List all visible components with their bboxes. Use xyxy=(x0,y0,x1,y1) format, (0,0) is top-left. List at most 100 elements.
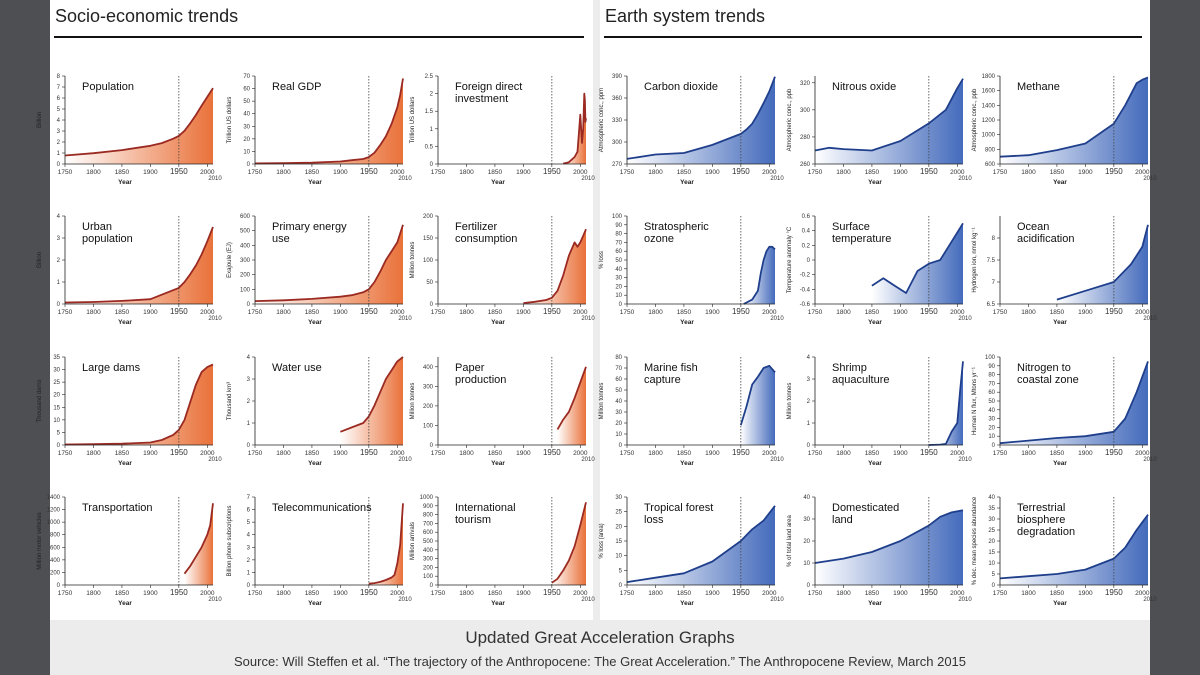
x-tick-label: 1850 xyxy=(677,309,692,316)
y-tick-label: 1000 xyxy=(982,133,996,139)
chart-title-line: temperature xyxy=(832,233,891,245)
chart-area-fill xyxy=(743,246,775,304)
x-tick-label: 1750 xyxy=(620,450,635,457)
y-tick-label: 0 xyxy=(57,443,61,449)
x-tick-label: 1750 xyxy=(993,450,1008,457)
chart-series-line xyxy=(1056,224,1149,301)
chart-17: -0.6 -0.4 -0.2 0 0.2 0.4 0.6 1750 1800 1850 1900 19… xyxy=(787,214,972,326)
y-tick-label: 4 xyxy=(57,214,61,220)
y-tick-label: 1 xyxy=(247,421,251,427)
y-tick-label: 20 xyxy=(615,524,622,530)
x-tick-label: 1850 xyxy=(1050,590,1065,597)
y-tick-label: 15 xyxy=(988,550,995,556)
chart-title-line: Population xyxy=(82,81,134,93)
y-axis-label: Temperature anomaly °C xyxy=(787,226,793,293)
x-axis-label: Year xyxy=(1053,179,1067,186)
x-tick-label: 1950 xyxy=(543,448,561,457)
y-tick-label: 40 xyxy=(803,495,810,501)
chart-title: Water use xyxy=(272,362,322,374)
x-tick-label: 1950 xyxy=(732,448,750,457)
y-tick-label: 4 xyxy=(247,355,251,361)
x-tick-label: 1900 xyxy=(893,169,908,176)
chart-series-line xyxy=(871,222,964,294)
x-tick-label: 1750 xyxy=(993,590,1008,597)
chart-series-line xyxy=(743,245,776,305)
x-axis-label: Year xyxy=(1053,600,1067,607)
y-axis-label: Million tonnes xyxy=(410,383,416,420)
x-tick-label: 1950 xyxy=(920,307,938,316)
chart-title: International tourism xyxy=(455,502,516,526)
x-tick-label: 1900 xyxy=(705,450,720,457)
x-tick-label: 1900 xyxy=(333,309,348,316)
y-tick-label: 800 xyxy=(985,147,996,153)
x-tick-label: 1750 xyxy=(620,590,635,597)
chart-title: Nitrogen to coastal zone xyxy=(1017,362,1079,386)
chart-area-fill xyxy=(1000,77,1148,164)
x-tick-label: 1850 xyxy=(1050,450,1065,457)
chart-21: 0 10 20 30 40 50 60 70 80 90 100 1750 1800 1850 1900 19… xyxy=(972,355,1157,467)
x-tick-label: 1900 xyxy=(143,169,158,176)
chart-16: 0 10 20 30 40 50 60 70 80 90 100 1750 1800 1850 1900 19… xyxy=(599,214,784,326)
chart-area-fill xyxy=(368,503,403,585)
y-tick-label: 0 xyxy=(247,583,251,589)
chart-title: Carbon dioxide xyxy=(644,81,718,93)
y-tick-label: 1600 xyxy=(982,89,996,95)
x-tick-label: 1850 xyxy=(115,590,130,597)
chart-9: 0 100 200 300 400 1750 1800 1850 1900 1950 2000201… xyxy=(410,357,595,467)
y-tick-label: 200 xyxy=(50,570,61,576)
y-tick-label: 7 xyxy=(57,85,61,91)
x-tick-label: 1950 xyxy=(543,588,561,597)
x-tick-label: 1800 xyxy=(836,169,851,176)
y-tick-label: 320 xyxy=(800,81,811,87)
y-tick-label: 390 xyxy=(612,74,623,80)
chart-title: Large dams xyxy=(82,362,141,374)
x-tick-label: 1900 xyxy=(893,309,908,316)
y-tick-label: 30 xyxy=(615,410,622,416)
y-tick-label: 40 xyxy=(988,408,995,414)
x-axis-label: Year xyxy=(118,600,132,607)
chart-area-fill xyxy=(184,503,213,585)
x-tick-label: 1900 xyxy=(1078,450,1093,457)
x-tick-label: 1800 xyxy=(836,450,851,457)
chart-area-fill xyxy=(1000,361,1148,445)
chart-series-line xyxy=(340,356,404,433)
x-tick-label: 1750 xyxy=(620,309,635,316)
chart-5: 0 100 200 300 400 500 600 1750 1800 1850 1900 1950 2… xyxy=(227,214,412,326)
x-tick-label: 2000 xyxy=(390,309,405,316)
x-tick-label: 1750 xyxy=(248,590,263,597)
y-tick-label: 80 xyxy=(988,373,995,379)
y-tick-label: 30 xyxy=(988,517,995,523)
x-tick-label: 1950 xyxy=(543,307,561,316)
x-tick-label: 1750 xyxy=(808,450,823,457)
y-axis-label: Atmospheric conc., ppb xyxy=(972,88,978,151)
x-tick-label: 1850 xyxy=(115,169,130,176)
x-tick-label: 1900 xyxy=(1078,590,1093,597)
chart-title-line: Nitrous oxide xyxy=(832,81,896,93)
y-tick-label: 330 xyxy=(612,118,623,124)
x-tick-label: 1800 xyxy=(1021,169,1036,176)
chart-series-line xyxy=(562,92,587,165)
y-tick-label: 7 xyxy=(992,280,996,286)
chart-title-line: International xyxy=(455,502,516,514)
y-tick-label: 25 xyxy=(615,510,622,516)
y-tick-label: 50 xyxy=(615,258,622,264)
y-tick-label: 60 xyxy=(243,87,250,93)
chart-area-fill xyxy=(1056,224,1148,304)
y-axis-label: Trillion US dollars xyxy=(227,97,233,144)
y-axis-label: Million arrivals xyxy=(410,522,416,560)
x-axis-label: Year xyxy=(491,600,505,607)
chart-area-fill xyxy=(1000,514,1148,585)
x-tick-label: 2000 xyxy=(1135,309,1150,316)
chart-series-line xyxy=(739,364,776,426)
x-tick-label: 1850 xyxy=(305,309,320,316)
y-tick-label: 20 xyxy=(988,425,995,431)
chart-area-fill xyxy=(65,88,213,164)
x-tick-label: 1750 xyxy=(248,309,263,316)
socio-economic-title: Socio-economic trends xyxy=(55,6,239,26)
y-tick-label: 0 xyxy=(992,443,996,449)
chart-series-line xyxy=(64,87,214,157)
y-tick-label: 0 xyxy=(247,302,251,308)
x-tick-label: 1900 xyxy=(705,169,720,176)
y-tick-label: 5 xyxy=(57,430,61,436)
